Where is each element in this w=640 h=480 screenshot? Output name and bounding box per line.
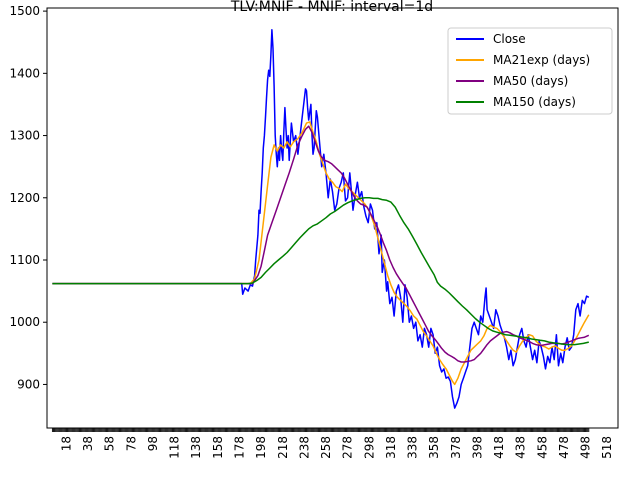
x-tick-label: 258 [319, 436, 333, 459]
legend-label: MA21exp (days) [493, 53, 590, 67]
legend-label: MA150 (days) [493, 95, 576, 109]
y-tick-label: 1000 [9, 315, 40, 329]
y-tick-label: 900 [17, 377, 40, 391]
x-tick-label: 338 [406, 436, 420, 459]
x-tick-label: 418 [492, 436, 506, 459]
x-tick-label: 158 [211, 436, 225, 459]
legend-label: Close [493, 32, 526, 46]
x-tick-label: 318 [384, 436, 398, 459]
series-line-0 [52, 29, 590, 409]
y-tick-label: 1400 [9, 66, 40, 80]
series-line-1 [52, 121, 590, 386]
legend-box [447, 27, 613, 115]
x-tick-label: 378 [449, 436, 463, 459]
y-tick-label: 1200 [9, 191, 40, 205]
series-line-2 [52, 125, 590, 363]
x-tick-label: 518 [600, 436, 614, 459]
x-tick-label: 118 [168, 436, 182, 459]
y-tick-label: 1500 [9, 4, 40, 18]
x-tick-label: 438 [514, 436, 528, 459]
x-tick-label: 498 [579, 436, 593, 459]
legend: Close MA21exp (days) MA50 (days) MA150 (day… [447, 27, 613, 115]
y-tick-label: 1100 [9, 253, 40, 267]
plot-area [46, 7, 619, 429]
series-line-3 [52, 197, 589, 346]
x-tick-label: 198 [254, 436, 268, 459]
x-tick-label: 38 [81, 436, 95, 451]
x-tick-label: 358 [427, 436, 441, 459]
x-tick-label: 478 [557, 436, 571, 459]
x-tick-label: 98 [146, 436, 160, 451]
x-tick-label: 298 [362, 436, 376, 459]
x-tick-label: 78 [124, 436, 138, 451]
x-tick-label: 398 [470, 436, 484, 459]
x-axis: 18 38 58 78 98 118 138 158 178 198 218 238 258 278 298… [51, 428, 614, 459]
y-axis: 900 1000 1100 1200 1300 1400 1500 [9, 4, 47, 391]
x-tick-label: 458 [535, 436, 549, 459]
x-tick-label: 138 [189, 436, 203, 459]
x-tick-label: 218 [276, 436, 290, 459]
x-tick-label: 18 [59, 436, 73, 451]
x-tick-label: 178 [232, 436, 246, 459]
x-tick-label: 278 [341, 436, 355, 459]
x-tick-label: 238 [297, 436, 311, 459]
y-tick-label: 1300 [9, 129, 40, 143]
legend-label: MA50 (days) [493, 74, 568, 88]
x-tick-label: 58 [103, 436, 117, 451]
